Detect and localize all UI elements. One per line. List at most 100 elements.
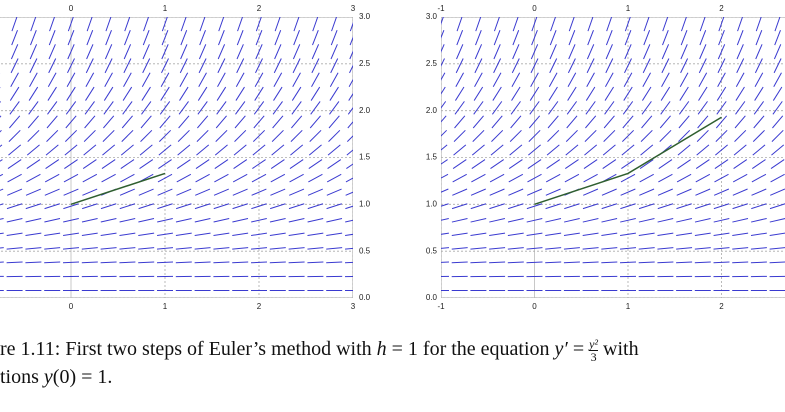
slope-segment	[489, 232, 506, 237]
slope-segment	[141, 101, 152, 115]
slope-segment	[441, 58, 445, 67]
slope-segment	[638, 261, 655, 264]
slope-segment	[251, 232, 267, 237]
slope-segment	[292, 44, 301, 60]
slope-segment	[676, 173, 692, 183]
slope-segment	[713, 247, 730, 250]
slope-segment	[676, 247, 693, 250]
slope-segment	[750, 247, 767, 250]
slope-segment	[489, 261, 506, 264]
slope-segment	[530, 72, 539, 88]
slope-segment	[175, 232, 192, 237]
slope-segment	[199, 17, 206, 32]
slope-segment	[624, 58, 632, 74]
slope-segment	[63, 188, 79, 196]
slope-segment	[29, 58, 38, 74]
slope-segment	[470, 247, 487, 250]
slope-segment	[272, 101, 283, 115]
slope-segment	[81, 247, 98, 250]
slope-segment	[66, 86, 76, 101]
slope-segment	[528, 129, 541, 142]
slope-segment	[473, 101, 484, 115]
slope-segment	[769, 232, 785, 237]
slope-segment	[288, 247, 305, 250]
slope-segment	[7, 173, 22, 183]
slope-segment	[640, 144, 654, 156]
slope-segment	[770, 173, 785, 183]
slope-segment	[81, 232, 98, 237]
slope-segment	[587, 17, 594, 32]
slope-segment	[474, 44, 483, 60]
slope-segment	[330, 44, 338, 60]
slope-segment	[545, 203, 561, 210]
slope-segment	[176, 203, 192, 210]
slope-segment	[602, 144, 616, 156]
slope-segment	[30, 29, 37, 46]
slope-segment	[694, 261, 711, 264]
slope-segment	[329, 72, 339, 87]
slope-segment	[568, 29, 576, 46]
slope-segment	[271, 144, 285, 156]
x-tick-label: -1	[437, 4, 445, 13]
slope-segment	[327, 144, 341, 156]
slope-segment	[273, 72, 283, 87]
slope-segment	[291, 101, 302, 115]
y-tick-label: 0.5	[359, 246, 371, 255]
slope-segment	[103, 101, 114, 115]
slope-segment	[157, 203, 173, 210]
slope-segment	[25, 217, 42, 223]
slope-segment	[44, 232, 61, 237]
slope-segment	[345, 219, 353, 223]
slope-segment	[161, 58, 169, 74]
slope-segment	[657, 217, 674, 223]
slope-segment	[0, 129, 2, 133]
slope-segment	[11, 29, 18, 46]
slope-segment	[0, 115, 2, 118]
x-tick-label: 0	[69, 4, 74, 13]
slope-segment	[754, 58, 763, 74]
slope-segment	[28, 101, 39, 115]
slope-segment	[82, 159, 97, 169]
slope-segment	[198, 44, 207, 60]
slope-segment	[124, 29, 131, 46]
slope-segment	[123, 44, 132, 60]
slope-segment	[737, 17, 744, 32]
slope-segment	[680, 58, 689, 74]
slope-segment	[750, 261, 767, 264]
slope-segment	[546, 159, 561, 169]
slope-segment	[0, 247, 4, 249]
slope-segment	[455, 72, 465, 88]
slope-segment	[66, 72, 76, 87]
slope-segment	[507, 247, 524, 250]
slope-segment	[773, 72, 782, 88]
y-tick-label: 0.0	[426, 293, 438, 302]
slope-segment	[232, 232, 249, 237]
slope-segment	[441, 101, 447, 109]
slope-segment	[7, 159, 22, 169]
slope-segment	[695, 173, 711, 183]
slope-segment	[641, 115, 653, 129]
slope-segment	[310, 86, 321, 101]
slope-segment	[753, 101, 765, 115]
slope-segment	[312, 29, 319, 46]
x-tick-label: 2	[719, 4, 724, 13]
slope-segment	[141, 72, 151, 87]
slope-segment	[771, 129, 784, 142]
slope-segment	[253, 115, 265, 129]
slope-segment	[142, 29, 150, 46]
slope-segment	[345, 205, 353, 210]
slope-segment	[232, 247, 249, 250]
x-tick-label: 0	[532, 302, 537, 311]
slope-segment	[218, 29, 225, 46]
slope-segment	[715, 115, 728, 129]
slope-segment	[139, 159, 154, 169]
slope-segment	[6, 232, 23, 237]
slope-segment	[289, 173, 304, 183]
slope-segment	[545, 217, 562, 223]
slope-segment	[527, 159, 542, 169]
slope-segment	[771, 144, 785, 156]
slope-segment	[347, 107, 353, 115]
slope-segment	[217, 58, 226, 74]
slope-segment	[217, 72, 226, 87]
slope-segment	[694, 232, 711, 237]
